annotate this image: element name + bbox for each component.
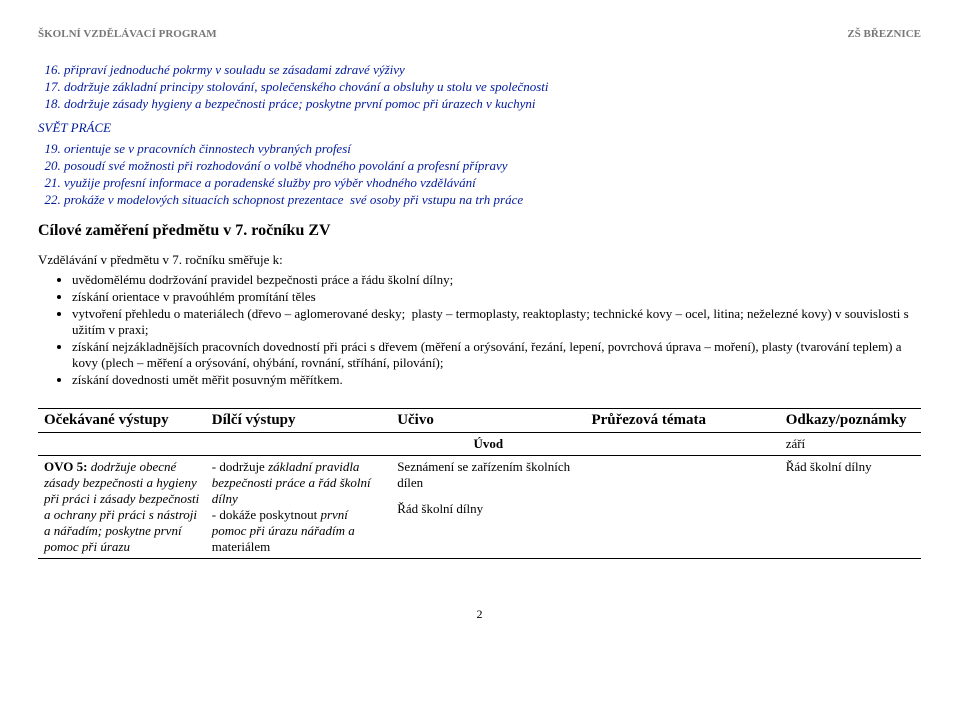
ucivo-2: Řád školní dílny: [397, 501, 579, 517]
section-title: Cílové zaměření předmětu v 7. ročníku ZV: [38, 222, 921, 240]
list-item: dodržuje zásady hygieny a bezpečnosti pr…: [64, 96, 921, 112]
list-item: posoudí své možnosti při rozhodování o v…: [64, 158, 921, 174]
cell-uvod: Úvod: [391, 433, 585, 456]
page-number: 2: [38, 607, 921, 622]
numbered-list-1: připraví jednoduché pokrmy v souladu se …: [38, 62, 921, 112]
cell-zari: září: [780, 433, 921, 456]
th-ucivo: Učivo: [391, 409, 585, 433]
dash2: - dokáže: [212, 507, 260, 522]
dash1: - dodržuje: [212, 459, 268, 474]
bullet-item: získání dovednosti umět měřit posuvným m…: [72, 372, 921, 388]
list-item: dodržuje základní principy stolování, sp…: [64, 79, 921, 95]
bullet-item: uvědomělému dodržování pravidel bezpečno…: [72, 272, 921, 288]
th-odkazy: Odkazy/poznámky: [780, 409, 921, 433]
list-item: připraví jednoduché pokrmy v souladu se …: [64, 62, 921, 78]
cell-ovo5: OVO 5: dodržuje obecné zásady bezpečnost…: [38, 456, 206, 559]
cell-dilci: - dodržuje základní pravidla bezpečnosti…: [206, 456, 391, 559]
ovo5-label: OVO 5:: [44, 459, 87, 474]
svet-prace-label: SVĚT PRÁCE: [38, 120, 921, 136]
cell-prurezova: [585, 456, 779, 559]
table-subheader-row: Úvod září: [38, 433, 921, 456]
cell-odkazy: Řád školní dílny: [780, 456, 921, 559]
header-left: ŠKOLNÍ VZDĚLÁVACÍ PROGRAM: [38, 28, 217, 40]
bullet-item: vytvoření přehledu o materiálech (dřevo …: [72, 306, 921, 338]
numbered-list-2: orientuje se v pracovních činnostech vyb…: [38, 141, 921, 208]
cell-ucivo: Seznámení se zařízením školních dílen Řá…: [391, 456, 585, 559]
outcomes-table: Očekávané výstupy Dílčí výstupy Učivo Pr…: [38, 408, 921, 559]
list-item: prokáže v modelových situacích schopnost…: [64, 192, 921, 208]
header-right: ZŠ BŘEZNICE: [847, 28, 921, 40]
th-dilci: Dílčí výstupy: [206, 409, 391, 433]
th-prurezova: Průřezová témata: [585, 409, 779, 433]
cell-empty: [206, 433, 391, 456]
dilci-2c: materiálem: [212, 539, 270, 554]
table-header-row: Očekávané výstupy Dílčí výstupy Učivo Pr…: [38, 409, 921, 433]
cell-empty: [585, 433, 779, 456]
cell-empty: [38, 433, 206, 456]
intro-text: Vzdělávání v předmětu v 7. ročníku směřu…: [38, 252, 921, 268]
bullet-item: získání orientace v pravoúhlém promítání…: [72, 289, 921, 305]
goal-bullets: uvědomělému dodržování pravidel bezpečno…: [38, 272, 921, 388]
bullet-item: získání nejzákladnějších pracovních dove…: [72, 339, 921, 371]
list-item: orientuje se v pracovních činnostech vyb…: [64, 141, 921, 157]
ucivo-1: Seznámení se zařízením školních dílen: [397, 459, 579, 491]
th-ocekavane: Očekávané výstupy: [38, 409, 206, 433]
table-row: OVO 5: dodržuje obecné zásady bezpečnost…: [38, 456, 921, 559]
dilci-2a: poskytnout: [259, 507, 317, 522]
list-item: využije profesní informace a poradenské …: [64, 175, 921, 191]
